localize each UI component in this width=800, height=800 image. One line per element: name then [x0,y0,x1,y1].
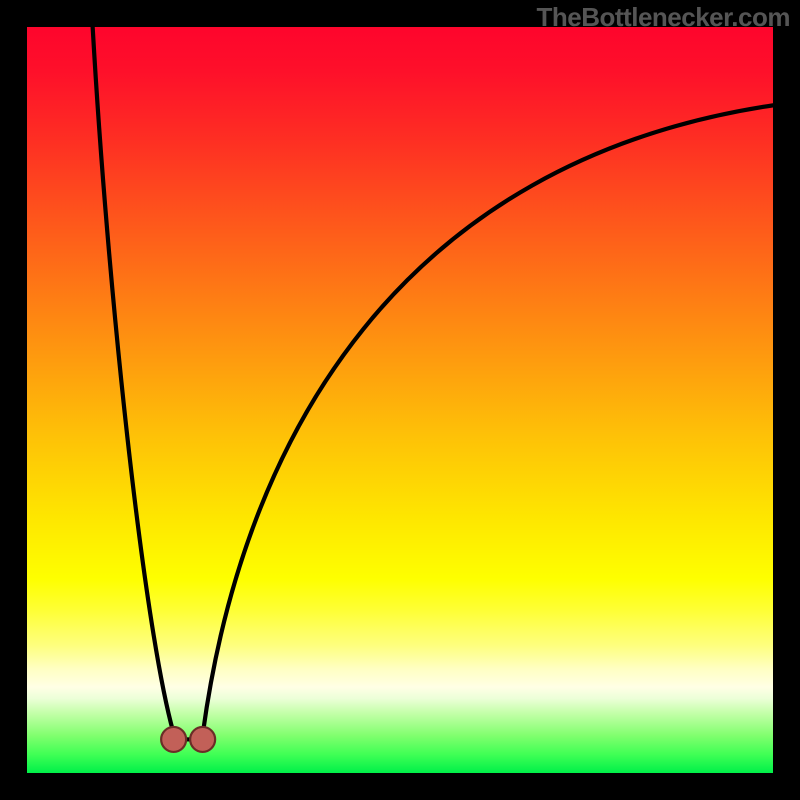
watermark-text: TheBottlenecker.com [537,2,790,33]
minimum-marker [190,727,215,752]
chart-svg [27,27,773,773]
gradient-background [27,27,773,773]
chart-container: TheBottlenecker.com [0,0,800,800]
minimum-marker [161,727,186,752]
plot-area [27,27,773,773]
